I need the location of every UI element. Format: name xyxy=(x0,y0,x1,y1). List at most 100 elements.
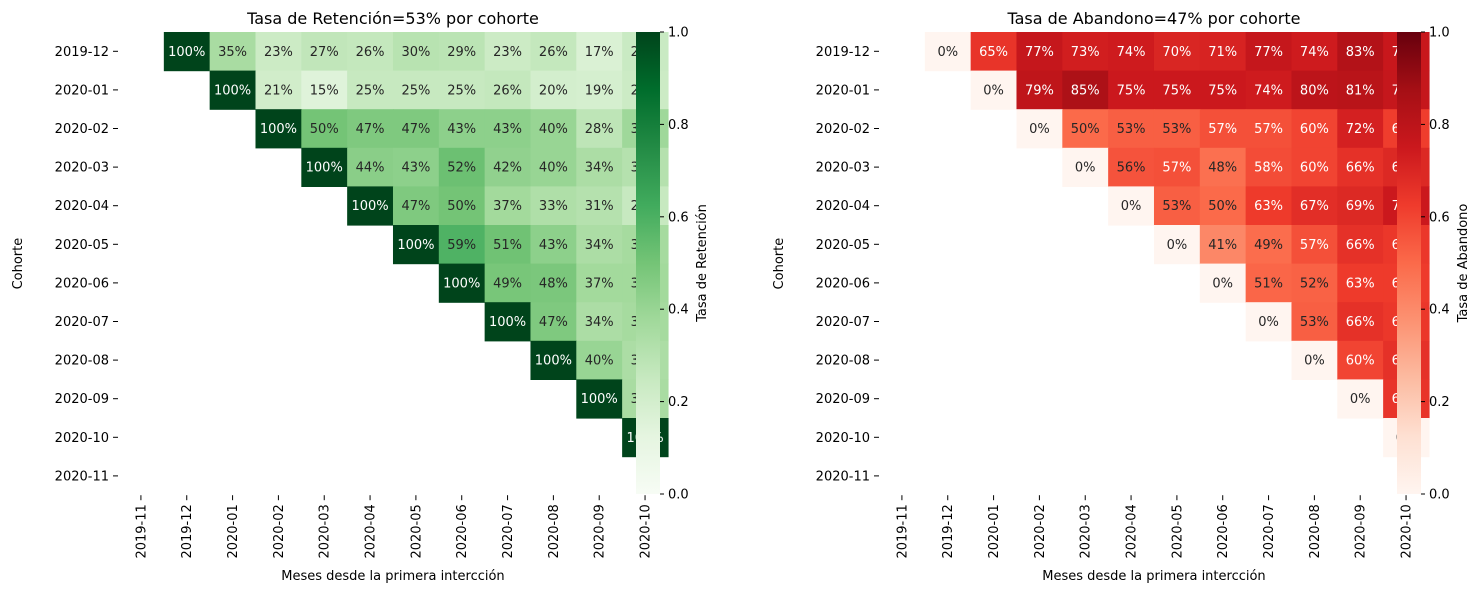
heatmap-cell xyxy=(1199,32,1247,72)
x-tick-label: 2020-02 xyxy=(1033,504,1048,558)
cell-value-label: 57% xyxy=(1162,161,1191,176)
y-tick-label: 2020-11 xyxy=(816,469,870,484)
heatmap-cell xyxy=(530,70,577,110)
cell-value-label: 26% xyxy=(493,83,522,98)
heatmap-cell xyxy=(530,340,577,380)
y-tick-label: 2020-01 xyxy=(816,83,870,98)
heatmap-cell xyxy=(1016,70,1063,110)
heatmap-cell xyxy=(1153,32,1201,72)
heatmap-cell xyxy=(438,263,486,303)
x-tick-label: 2019-12 xyxy=(941,504,956,558)
cell-value-label: 85% xyxy=(1071,83,1100,98)
heatmap-cell xyxy=(1153,109,1201,149)
y-tick-label: 2019-12 xyxy=(55,45,109,60)
cell-value-label: 47% xyxy=(401,199,430,214)
heatmap-cell xyxy=(1062,32,1109,72)
heatmap-cell xyxy=(1108,109,1155,149)
x-tick-label: 2020-06 xyxy=(455,504,470,558)
colorbar-tick-label: 0.6 xyxy=(1429,210,1450,225)
x-tick-label: 2020-07 xyxy=(1262,504,1277,558)
heatmap-cell xyxy=(1337,302,1384,342)
cell-value-label: 69% xyxy=(1346,199,1375,214)
heatmap-cell xyxy=(1291,225,1338,265)
cell-value-label: 33% xyxy=(539,199,568,214)
heatmap-cell xyxy=(209,70,257,110)
colorbar-tick-label: 1.0 xyxy=(1429,26,1450,41)
heatmap-cell xyxy=(484,147,532,187)
heatmap-cell xyxy=(438,109,486,149)
cell-value-label: 23% xyxy=(264,45,293,60)
cell-value-label: 0% xyxy=(937,45,958,60)
cell-value-label: 17% xyxy=(585,45,614,60)
cell-value-label: 72% xyxy=(1346,122,1375,137)
cell-value-label: 80% xyxy=(1300,83,1329,98)
cell-value-label: 47% xyxy=(356,122,385,137)
heatmap-cell xyxy=(1062,147,1109,187)
colorbar-tick-label: 0.8 xyxy=(668,118,689,133)
cell-value-label: 15% xyxy=(310,83,339,98)
cell-value-label: 51% xyxy=(493,238,522,253)
cell-value-label: 63% xyxy=(1346,276,1375,291)
heatmap-cell xyxy=(970,32,1018,72)
y-tick-label: 2020-06 xyxy=(55,276,109,291)
cell-value-label: 19% xyxy=(585,83,614,98)
heatmap-cell xyxy=(576,340,623,380)
x-tick-label: 2020-07 xyxy=(501,504,516,558)
cell-value-label: 100% xyxy=(214,83,251,98)
heatmap-cell xyxy=(484,186,532,226)
y-tick-label: 2020-04 xyxy=(55,199,109,214)
cell-value-label: 28% xyxy=(585,122,614,137)
heatmap-cell xyxy=(1337,186,1384,226)
heatmap-cell xyxy=(484,109,532,149)
cell-value-label: 79% xyxy=(1025,83,1054,98)
cell-value-label: 100% xyxy=(168,45,205,60)
cell-value-label: 0% xyxy=(1075,161,1096,176)
heatmap-cell xyxy=(392,70,440,110)
heatmap-cell xyxy=(1337,263,1384,303)
heatmap-cell xyxy=(1245,225,1293,265)
heatmap-cell xyxy=(1108,147,1155,187)
heatmap-cell xyxy=(576,379,623,419)
y-axis-label: Cohorte xyxy=(772,238,787,290)
heatmap-cell xyxy=(438,186,486,226)
heatmap-cell xyxy=(576,302,623,342)
cell-value-label: 47% xyxy=(539,315,568,330)
cell-value-label: 42% xyxy=(493,161,522,176)
cell-value-label: 0% xyxy=(1121,199,1142,214)
cell-value-label: 43% xyxy=(493,122,522,137)
heatmap-cell xyxy=(1016,109,1063,149)
heatmap-cell xyxy=(530,302,577,342)
x-tick-label: 2020-02 xyxy=(272,504,287,558)
heatmap-cell xyxy=(576,32,623,72)
cell-value-label: 100% xyxy=(306,161,343,176)
cell-value-label: 43% xyxy=(447,122,476,137)
heatmap-cell xyxy=(1337,32,1384,72)
cell-value-label: 53% xyxy=(1300,315,1329,330)
heatmap-cell xyxy=(484,263,532,303)
x-tick-label: 2020-10 xyxy=(1400,504,1415,558)
heatmap-cell xyxy=(576,70,623,110)
heatmap-cell xyxy=(1245,109,1293,149)
cell-value-label: 58% xyxy=(1254,161,1283,176)
cell-value-label: 26% xyxy=(356,45,385,60)
heatmap-cell xyxy=(1245,147,1293,187)
cell-value-label: 25% xyxy=(401,83,430,98)
x-tick-label: 2020-03 xyxy=(318,504,333,558)
heatmap-cell xyxy=(1153,225,1201,265)
heatmap-cell xyxy=(1016,32,1063,72)
heatmap-cell xyxy=(392,32,440,72)
x-tick-label: 2020-05 xyxy=(1170,504,1185,558)
cell-value-label: 0% xyxy=(983,83,1004,98)
cell-value-label: 74% xyxy=(1300,45,1329,60)
cell-value-label: 48% xyxy=(539,276,568,291)
heatmap-cell xyxy=(1291,32,1338,72)
cell-value-label: 75% xyxy=(1117,83,1146,98)
heatmap-cell xyxy=(576,109,623,149)
heatmap-cell xyxy=(1291,109,1338,149)
y-tick-label: 2020-08 xyxy=(55,354,109,369)
cell-value-label: 70% xyxy=(1162,45,1191,60)
heatmap-cell xyxy=(438,147,486,187)
heatmap-cell xyxy=(1153,186,1201,226)
heatmap-cell xyxy=(438,225,486,265)
colorbar-label: Tasa de Abandono xyxy=(1456,204,1471,324)
